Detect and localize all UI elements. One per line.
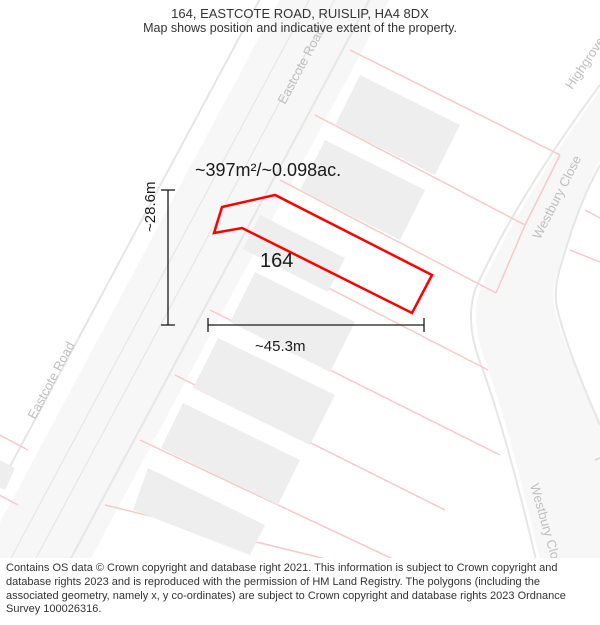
eastcote-road-fill xyxy=(0,0,400,560)
map-svg: Eastcote Road Eastcote Road Westbury Clo… xyxy=(0,0,600,560)
area-label: ~397m²/~0.098ac. xyxy=(195,160,341,181)
header: 164, EASTCOTE ROAD, RUISLIP, HA4 8DX Map… xyxy=(0,0,600,37)
copyright-footer: Contains OS data © Crown copyright and d… xyxy=(0,558,600,625)
width-label: ~45.3m xyxy=(255,338,305,355)
map-area: Eastcote Road Eastcote Road Westbury Clo… xyxy=(0,0,600,560)
height-label: ~28.6m xyxy=(142,182,159,232)
property-number: 164 xyxy=(260,250,293,273)
copyright-text: Contains OS data © Crown copyright and d… xyxy=(6,562,566,615)
address-title: 164, EASTCOTE ROAD, RUISLIP, HA4 8DX xyxy=(10,6,590,21)
map-subtitle: Map shows position and indicative extent… xyxy=(10,21,590,35)
